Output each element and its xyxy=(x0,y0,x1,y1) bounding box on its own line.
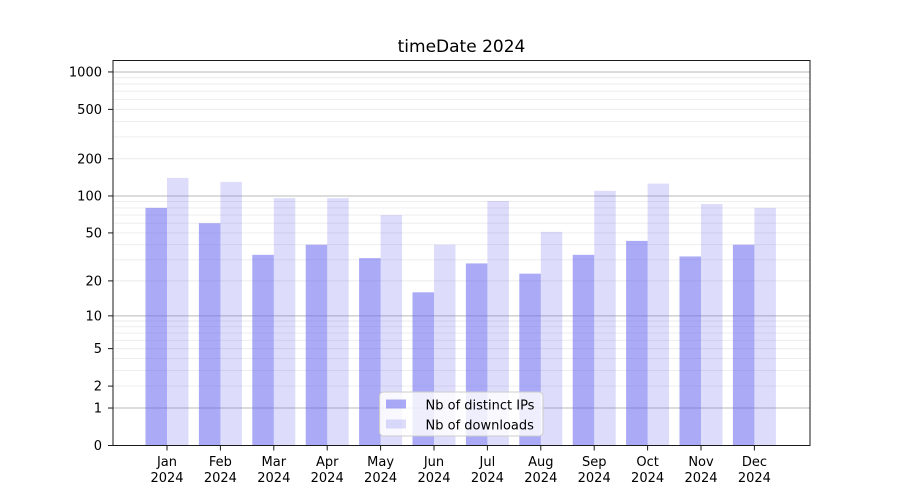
legend: Nb of distinct IPs Nb of downloads xyxy=(379,391,544,437)
bar-nb-of-downloads-oct xyxy=(647,183,670,446)
y-tick-label: 500 xyxy=(77,103,102,118)
chart-title: timeDate 2024 xyxy=(398,37,526,57)
y-tick-label: 10 xyxy=(85,309,102,324)
x-tick-label: Jan 2024 xyxy=(150,455,183,486)
legend-swatch-distinct-ips xyxy=(386,399,406,409)
x-tick-label: Dec 2024 xyxy=(738,455,771,486)
bar-nb-of-downloads-dec xyxy=(754,207,776,446)
x-tick-label: Sep 2024 xyxy=(578,455,611,486)
bar-nb-of-distinct-ips-nov xyxy=(679,256,701,446)
x-tick-label: Oct 2024 xyxy=(631,455,664,486)
bar-nb-of-downloads-mar xyxy=(273,198,296,446)
bar-nb-of-downloads-may xyxy=(380,215,403,446)
x-tick-label: Jul 2024 xyxy=(471,455,504,486)
x-tick-label: Jun 2024 xyxy=(417,455,450,486)
y-tick-label: 20 xyxy=(85,274,102,289)
y-tick-label: 50 xyxy=(85,226,102,241)
bar-nb-of-distinct-ips-mar xyxy=(252,254,274,446)
bar-nb-of-distinct-ips-feb xyxy=(198,223,221,446)
y-tick-label: 5 xyxy=(94,342,102,357)
x-tick-label: Apr 2024 xyxy=(311,455,344,486)
x-tick-label: Aug 2024 xyxy=(524,455,557,486)
bar-nb-of-downloads-sep xyxy=(594,190,616,446)
bar-nb-of-distinct-ips-dec xyxy=(732,244,755,446)
bar-nb-of-distinct-ips-sep xyxy=(572,254,595,446)
bar-nb-of-distinct-ips-jan xyxy=(145,207,167,446)
x-tick-label: Feb 2024 xyxy=(204,455,237,486)
y-tick-label: 0 xyxy=(94,439,102,454)
legend-box xyxy=(379,391,544,437)
legend-label: Nb of downloads xyxy=(426,419,535,434)
x-tick-label: May 2024 xyxy=(364,455,397,486)
bar-nb-of-distinct-ips-apr xyxy=(305,244,328,446)
bar-nb-of-downloads-apr xyxy=(327,198,349,446)
bar-nb-of-downloads-jan xyxy=(167,177,189,446)
y-tick-label: 100 xyxy=(77,189,102,204)
x-tick-label: Nov 2024 xyxy=(684,455,717,486)
x-tick-label: Mar 2024 xyxy=(257,455,290,486)
bar-nb-of-downloads-jul xyxy=(487,201,509,446)
legend-swatch-downloads xyxy=(386,419,406,429)
bar-nb-of-downloads-nov xyxy=(701,204,723,446)
plot-border xyxy=(112,60,811,446)
legend-label: Nb of distinct IPs xyxy=(426,399,535,414)
y-tick-label: 200 xyxy=(77,152,102,167)
bar-nb-of-downloads-feb xyxy=(220,181,242,446)
y-tick-label: 1000 xyxy=(69,65,102,80)
bar-nb-of-downloads-aug xyxy=(540,231,563,446)
bar-nb-of-distinct-ips-may xyxy=(359,258,381,446)
bar-nb-of-distinct-ips-oct xyxy=(626,240,648,446)
y-tick-label: 2 xyxy=(94,380,102,395)
y-tick-label: 1 xyxy=(94,402,102,417)
